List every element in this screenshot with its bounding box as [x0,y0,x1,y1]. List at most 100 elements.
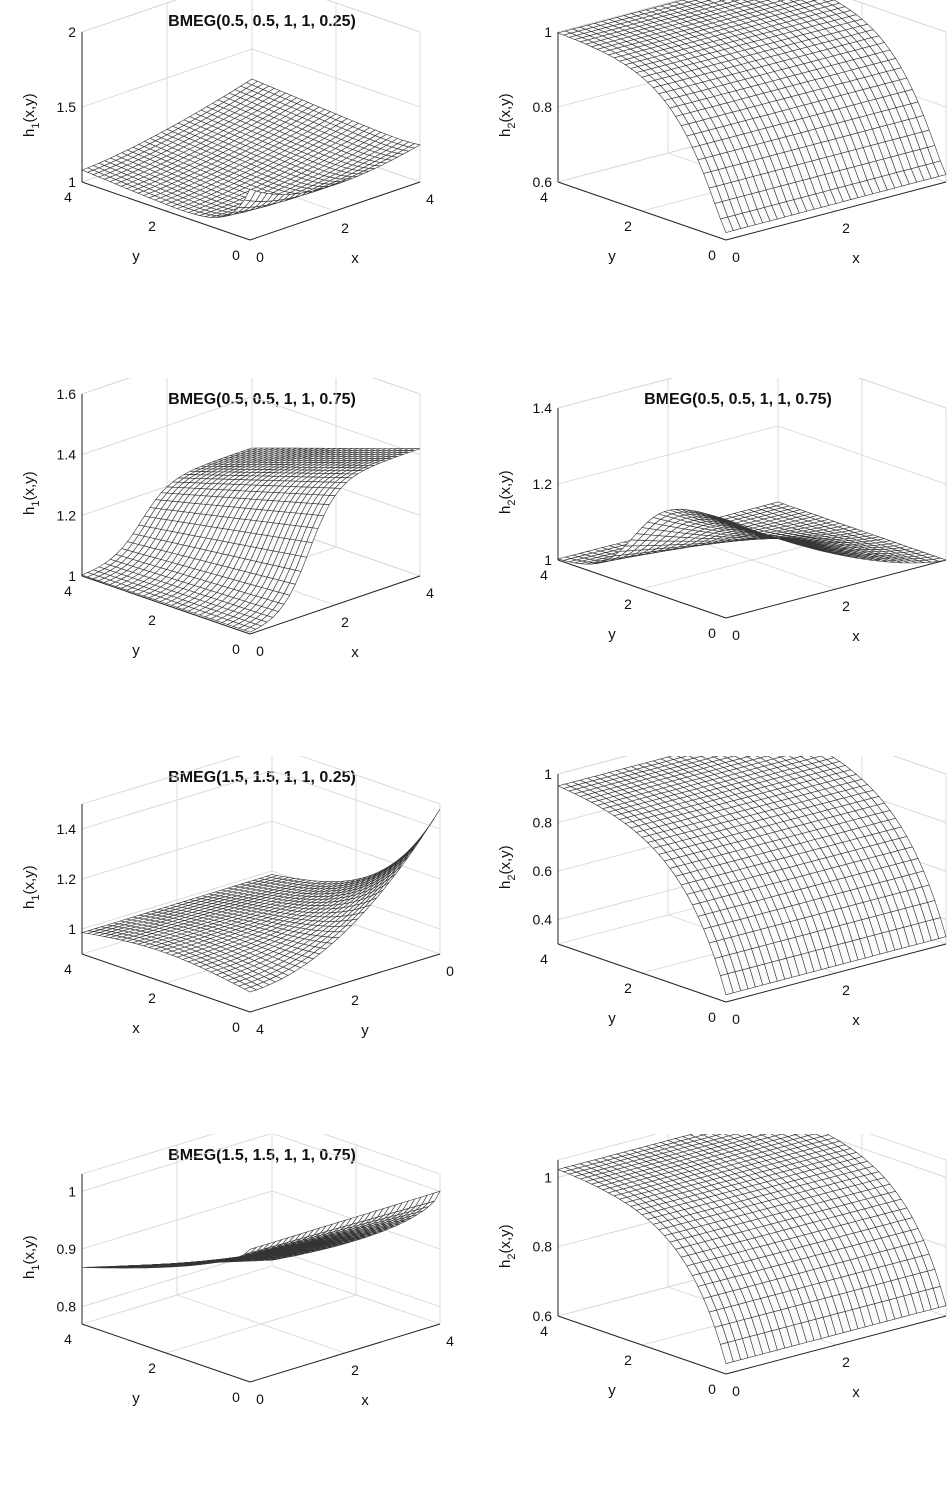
plot-svg: BMEG(1.5, 1.5, 1, 1, 0.75)0.60.81420024y… [476,1134,952,1504]
plot-svg: BMEG(1.5, 1.5, 1, 1, 0.25)0.40.60.814200… [476,756,952,1126]
left-axis-label: y [608,248,616,265]
z-tick-label: 0.6 [533,863,553,879]
left-axis-label: y [608,1382,616,1399]
z-axis-label: h1(x,y) [21,865,42,909]
z-tick-label: 1.2 [533,476,553,492]
right-axis-tick-label: 0 [732,249,740,265]
right-axis-tick-label: 4 [446,1333,454,1349]
z-axis-label: h1(x,y) [21,1235,42,1279]
right-axis-tick-label: 2 [842,1354,850,1370]
left-axis-tick-label: 2 [624,980,632,996]
surface-mesh [82,1191,440,1268]
right-axis-tick-label: 0 [732,1383,740,1399]
right-axis-tick-label: 2 [842,598,850,614]
plot-svg: BMEG(0.5, 0.5, 1, 1, 0.25)0.60.81420024y… [476,0,952,370]
z-axis-label: h2(x,y) [497,470,518,514]
z-tick-label: 1.5 [57,99,77,115]
right-axis-tick-label: 4 [426,585,434,601]
surface-plot-2: BMEG(0.5, 0.5, 1, 1, 0.25)0.60.81420024y… [476,0,952,370]
right-axis-tick-label: 0 [732,627,740,643]
left-axis-tick-label: 0 [708,1381,716,1397]
z-tick-label: 1.4 [57,447,77,463]
left-axis-label: y [608,626,616,643]
surface-plot-6: BMEG(1.5, 1.5, 1, 1, 0.25)0.40.60.814200… [476,756,952,1126]
right-axis-tick-label: 2 [341,220,349,236]
left-axis-tick-label: 2 [148,990,156,1006]
right-axis-tick-label: 0 [446,963,454,979]
right-axis-label: x [351,250,359,267]
left-axis-tick-label: 2 [148,612,156,628]
z-tick-label: 0.8 [57,1299,77,1315]
left-axis-tick-label: 4 [64,189,72,205]
surface-plot-4: BMEG(0.5, 0.5, 1, 1, 0.75)11.21.4420024y… [476,378,952,748]
right-axis-tick-label: 0 [256,249,264,265]
z-axis-label: h1(x,y) [21,93,42,137]
left-axis-tick-label: 2 [148,218,156,234]
z-tick-label: 1 [68,568,76,584]
right-axis-label: x [852,250,860,267]
z-tick-label: 1 [544,1169,552,1185]
left-axis-tick-label: 2 [148,1360,156,1376]
z-tick-label: 0.8 [533,815,553,831]
right-axis-tick-label: 2 [351,1362,359,1378]
left-axis-tick-label: 2 [624,218,632,234]
z-tick-label: 1 [544,766,552,782]
left-axis-tick-label: 4 [540,951,548,967]
grid-lines [82,1134,440,1353]
z-tick-label: 0.9 [57,1241,77,1257]
z-tick-label: 1 [544,24,552,40]
surface-mesh [558,502,946,564]
right-axis-tick-label: 0 [256,643,264,659]
right-axis-tick-label: 0 [256,1391,264,1407]
z-tick-label: 0.4 [533,912,553,928]
z-tick-label: 1.4 [57,821,77,837]
z-tick-label: 1.2 [57,871,77,887]
right-axis-tick-label: 2 [351,992,359,1008]
left-axis-tick-label: 0 [232,1389,240,1405]
z-tick-label: 2 [68,24,76,40]
right-axis-tick-label: 2 [842,220,850,236]
z-tick-label: 1 [68,1183,76,1199]
left-axis-tick-label: 4 [540,189,548,205]
z-tick-label: 1 [544,552,552,568]
surface-mesh [82,809,440,992]
z-tick-label: 0.8 [533,1239,553,1255]
left-axis-tick-label: 0 [708,625,716,641]
right-axis-tick-label: 0 [732,1011,740,1027]
z-tick-label: 1.4 [533,400,553,416]
right-axis-label: x [852,628,860,645]
z-tick-label: 0.6 [533,1308,553,1324]
left-axis-tick-label: 2 [624,596,632,612]
left-axis-tick-label: 0 [232,641,240,657]
left-axis-label: x [132,1020,140,1037]
surface-mesh [82,79,420,218]
left-axis-tick-label: 0 [232,1019,240,1035]
left-axis-tick-label: 0 [708,1009,716,1025]
surface-mesh [82,448,420,632]
z-axis-label: h2(x,y) [497,93,518,137]
chart-title: BMEG(0.5, 0.5, 1, 1, 0.75) [168,391,356,408]
left-axis-label: y [608,1010,616,1027]
right-axis-label: x [852,1384,860,1401]
z-axis-label: h2(x,y) [497,845,518,889]
left-axis-tick-label: 4 [540,1323,548,1339]
left-axis-tick-label: 4 [540,567,548,583]
z-tick-label: 0.8 [533,99,553,115]
right-axis-label: x [852,1012,860,1029]
chart-title: BMEG(1.5, 1.5, 1, 1, 0.75) [168,1147,356,1164]
chart-title: BMEG(0.5, 0.5, 1, 1, 0.75) [644,391,832,408]
chart-title: BMEG(1.5, 1.5, 1, 1, 0.25) [168,769,356,786]
left-axis-tick-label: 4 [64,583,72,599]
right-axis-tick-label: 4 [426,191,434,207]
plot-svg: BMEG(0.5, 0.5, 1, 1, 0.75)11.21.4420024y… [476,378,952,748]
right-axis-label: y [361,1022,369,1039]
left-axis-tick-label: 4 [64,1331,72,1347]
left-axis-label: y [132,1390,140,1407]
left-axis-label: y [132,248,140,265]
